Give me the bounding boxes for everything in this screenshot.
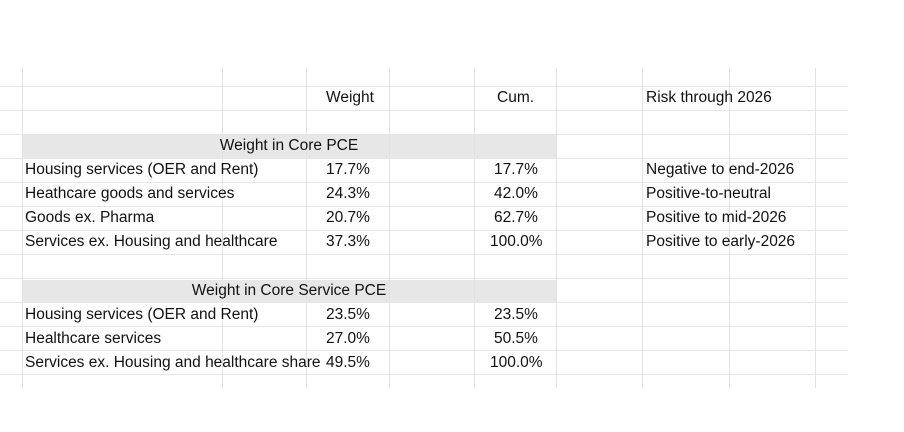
core-row-2-risk[interactable]: Positive-to-neutral — [646, 185, 771, 202]
row-gridline — [0, 86, 848, 87]
column-gridline — [389, 68, 390, 388]
core-pce-title-band — [22, 135, 556, 158]
section-core-service-pce-title[interactable]: Weight in Core Service PCE — [191, 282, 387, 299]
core-row-1-label[interactable]: Housing services (OER and Rent) — [25, 161, 259, 178]
core-row-1-weight[interactable]: 17.7% — [326, 161, 370, 178]
core-row-3-weight[interactable]: 20.7% — [326, 209, 370, 226]
column-gridline — [306, 68, 307, 388]
core-row-4-risk[interactable]: Positive to early-2026 — [646, 233, 796, 250]
core-row-3-label[interactable]: Goods ex. Pharma — [25, 209, 155, 226]
row-gridline — [0, 206, 848, 207]
header-cum[interactable]: Cum. — [497, 89, 535, 106]
service-row-3-weight[interactable]: 49.5% — [326, 354, 370, 371]
column-gridline — [729, 68, 730, 388]
service-row-2-cum[interactable]: 50.5% — [494, 330, 538, 347]
core-row-2-cum[interactable]: 42.0% — [494, 185, 538, 202]
section-core-pce-title[interactable]: Weight in Core PCE — [219, 137, 359, 154]
core-row-1-cum[interactable]: 17.7% — [494, 161, 538, 178]
core-service-pce-title-band — [22, 280, 556, 303]
core-row-2-label[interactable]: Heathcare goods and services — [25, 185, 235, 202]
core-row-4-cum[interactable]: 100.0% — [490, 233, 543, 250]
column-gridline — [474, 68, 475, 388]
row-gridline — [0, 110, 848, 111]
service-row-3-cum[interactable]: 100.0% — [490, 354, 543, 371]
core-row-4-label[interactable]: Services ex. Housing and healthcare — [25, 233, 278, 250]
row-gridline — [0, 182, 848, 183]
service-row-1-label[interactable]: Housing services (OER and Rent) — [25, 306, 259, 323]
row-gridline — [0, 326, 848, 327]
column-gridline — [22, 68, 23, 388]
row-gridline — [0, 302, 848, 303]
header-risk[interactable]: Risk through 2026 — [646, 89, 772, 106]
core-row-3-risk[interactable]: Positive to mid-2026 — [646, 209, 787, 226]
core-row-1-risk[interactable]: Negative to end-2026 — [646, 161, 795, 178]
row-gridline — [0, 254, 848, 255]
row-gridline — [0, 158, 848, 159]
row-gridline — [0, 374, 848, 375]
core-row-2-weight[interactable]: 24.3% — [326, 185, 370, 202]
core-row-3-cum[interactable]: 62.7% — [494, 209, 538, 226]
column-gridline — [815, 68, 816, 388]
row-gridline — [0, 134, 848, 135]
header-weight[interactable]: Weight — [326, 89, 374, 106]
column-gridline — [222, 68, 223, 388]
service-row-1-weight[interactable]: 23.5% — [326, 306, 370, 323]
service-row-2-weight[interactable]: 27.0% — [326, 330, 370, 347]
row-gridline — [0, 230, 848, 231]
service-row-2-label[interactable]: Healthcare services — [25, 330, 162, 347]
service-row-1-cum[interactable]: 23.5% — [494, 306, 538, 323]
service-row-3-label[interactable]: Services ex. Housing and healthcare shar… — [25, 354, 321, 371]
column-gridline — [556, 68, 557, 388]
column-gridline — [642, 68, 643, 388]
row-gridline — [0, 278, 848, 279]
core-row-4-weight[interactable]: 37.3% — [326, 233, 370, 250]
row-gridline — [0, 350, 848, 351]
